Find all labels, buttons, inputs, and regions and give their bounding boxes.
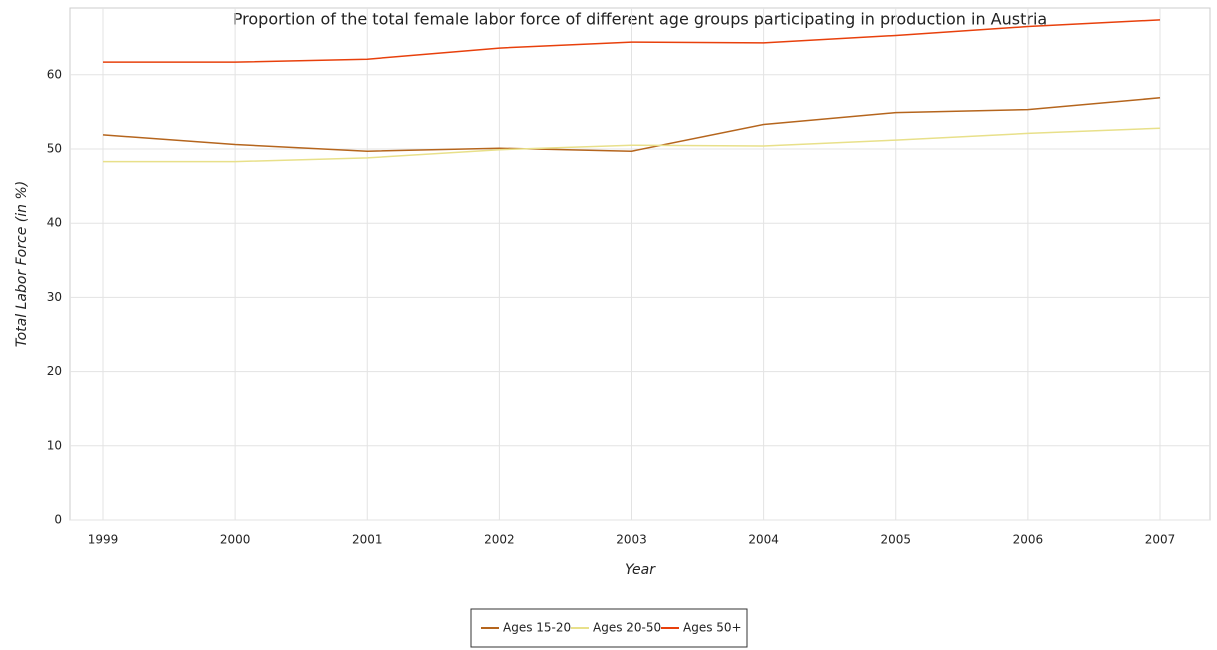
x-axis-label: Year (625, 562, 656, 578)
series-line (103, 127, 1161, 163)
y-tick-label: 20 (47, 364, 62, 378)
y-tick-label: 30 (47, 290, 62, 304)
legend-box (470, 608, 748, 648)
legend-label: Ages 50+ (683, 621, 742, 635)
chart-title: Proportion of the total female labor for… (233, 10, 1047, 29)
x-tick-label: 2004 (748, 533, 779, 547)
x-tick-label: 2001 (352, 533, 383, 547)
x-tick-label: 2007 (1145, 533, 1176, 547)
y-tick-label: 50 (47, 141, 62, 155)
legend-label: Ages 20-50 (593, 621, 661, 635)
legend-label: Ages 15-20 (503, 621, 571, 635)
x-tick-label: 2005 (880, 533, 911, 547)
series-line (103, 19, 1161, 63)
x-tick-label: 2000 (220, 533, 251, 547)
x-tick-label: 1999 (88, 533, 119, 547)
x-tick-label: 2006 (1013, 533, 1044, 547)
x-tick-label: 2002 (484, 533, 515, 547)
series-line (102, 97, 1161, 152)
plot-frame (69, 7, 1211, 521)
y-tick-label: 60 (47, 67, 62, 81)
y-tick-label: 10 (47, 438, 62, 452)
x-tick-label: 2003 (616, 533, 647, 547)
y-axis-label: Total Labor Force (in %) (14, 181, 30, 347)
y-tick-label: 0 (54, 513, 62, 527)
y-tick-label: 40 (47, 216, 62, 230)
